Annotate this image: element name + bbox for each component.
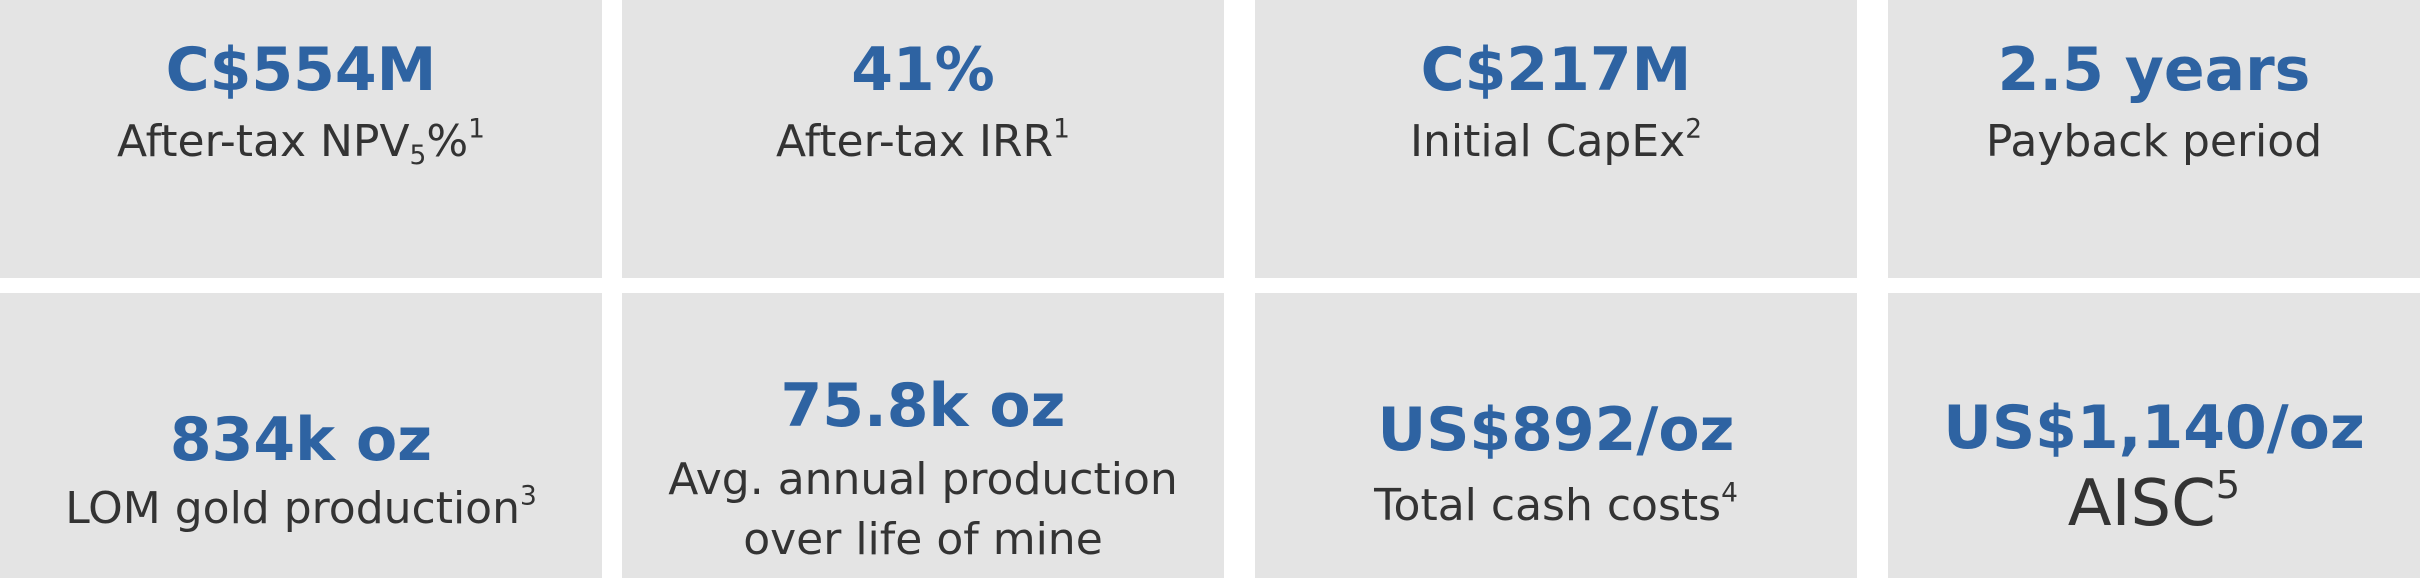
metric-label: Payback period bbox=[1985, 116, 2323, 167]
label-text: Initial CapEx bbox=[1410, 116, 1686, 167]
metric-tile: C$554M After-tax NPV5%1 bbox=[0, 0, 602, 278]
footnote: 1 bbox=[468, 113, 485, 145]
label-subscript: 5 bbox=[409, 139, 427, 171]
metric-value: US$1,140/oz bbox=[1943, 393, 2365, 463]
label-text: LOM gold production bbox=[65, 483, 520, 534]
label-text: Total cash costs bbox=[1374, 480, 1722, 531]
metric-tile: 834k oz LOM gold production3 bbox=[0, 293, 602, 578]
label-text: After-tax NPV bbox=[117, 116, 410, 167]
label-text: % bbox=[426, 116, 469, 167]
footnote: 4 bbox=[1721, 477, 1738, 509]
metric-tile: 2.5 years Payback period bbox=[1888, 0, 2420, 278]
metric-label: over life of mine bbox=[743, 514, 1103, 565]
metric-label: After-tax NPV5%1 bbox=[0, 115, 602, 169]
metric-tile: US$1,140/oz AISC5 bbox=[1888, 293, 2420, 578]
footnote: 5 bbox=[2215, 463, 2241, 509]
metric-value: 834k oz bbox=[169, 405, 433, 475]
metric-label: Total cash costs4 bbox=[1255, 479, 1857, 533]
footnote: 1 bbox=[1053, 113, 1070, 145]
metric-value: C$554M bbox=[165, 35, 437, 105]
metric-value: C$217M bbox=[1420, 35, 1692, 105]
label-text: AISC bbox=[2067, 467, 2216, 541]
metric-label: After-tax IRR1 bbox=[622, 115, 1224, 169]
metric-label: Initial CapEx2 bbox=[1255, 115, 1857, 169]
metric-value: 75.8k oz bbox=[780, 371, 1066, 441]
label-text: After-tax IRR bbox=[776, 116, 1054, 167]
metric-tile: 75.8k oz Avg. annual production over lif… bbox=[622, 293, 1224, 578]
footnote: 2 bbox=[1685, 113, 1702, 145]
metric-value: 41% bbox=[851, 35, 995, 105]
metric-label: LOM gold production3 bbox=[0, 482, 602, 536]
metric-value: 2.5 years bbox=[1997, 35, 2311, 105]
metric-tile: 41% After-tax IRR1 bbox=[622, 0, 1224, 278]
footnote: 3 bbox=[519, 480, 537, 512]
metric-tile: US$892/oz Total cash costs4 bbox=[1255, 293, 1857, 578]
metric-tile: C$217M Initial CapEx2 bbox=[1255, 0, 1857, 278]
metric-label: AISC5 bbox=[1888, 466, 2420, 541]
metric-label: Avg. annual production bbox=[668, 454, 1178, 505]
metric-value: US$892/oz bbox=[1377, 395, 1735, 465]
